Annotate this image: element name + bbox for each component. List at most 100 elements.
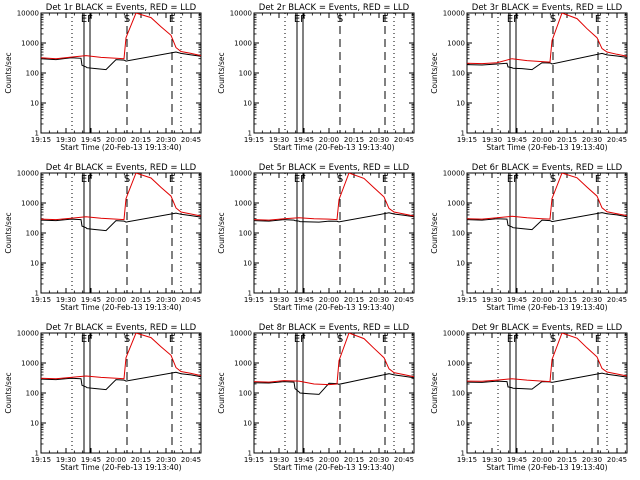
detector-panel: Det 4r BLACK = Events, RED = LLD 1 10 100 10… — [4, 163, 202, 312]
plot-frame — [466, 332, 628, 454]
plot-frame — [40, 12, 202, 134]
x-tick-label: 20:00 — [532, 296, 552, 304]
x-tick-label: 19:30 — [482, 296, 502, 304]
y-tick-label: 10 — [456, 260, 465, 268]
y-tick-label: 1000 — [447, 200, 465, 208]
x-axis-label: Start Time (20-Feb-13 19:13:40) — [273, 303, 394, 312]
x-tick-label: 20:45 — [607, 296, 627, 304]
y-tick-label: 1 — [248, 450, 252, 458]
x-tick-label: 20:15 — [131, 136, 151, 144]
x-tick-label: 19:30 — [482, 456, 502, 464]
x-tick-label: 19:30 — [269, 136, 289, 144]
x-tick-label: 20:00 — [106, 136, 126, 144]
x-tick-label: 19:15 — [31, 136, 51, 144]
plot-frame — [253, 172, 415, 294]
event-marker-label: S — [550, 174, 556, 185]
y-axis-label: Counts/sec — [4, 372, 13, 413]
x-axis-label: Start Time (20-Feb-13 19:13:40) — [273, 463, 394, 472]
event-marker-label: S — [337, 174, 343, 185]
detector-panel: Det 1r BLACK = Events, RED = LLD 1 10 100 10… — [4, 3, 202, 152]
event-marker-label: E — [595, 334, 601, 345]
event-marker-label: E — [81, 334, 87, 345]
x-tick-label: 20:30 — [156, 296, 176, 304]
x-tick-label: 20:00 — [319, 296, 339, 304]
y-tick-label: 1000 — [447, 40, 465, 48]
y-tick-label: 100 — [26, 70, 39, 78]
y-axis-label: Counts/sec — [430, 372, 439, 413]
y-tick-label: 1 — [248, 290, 252, 298]
y-axis-label: Counts/sec — [4, 52, 13, 93]
x-tick-label: 20:15 — [344, 136, 364, 144]
events-series-line — [254, 373, 414, 395]
x-axis-label: Start Time (20-Feb-13 19:13:40) — [486, 303, 607, 312]
x-tick-label: 19:30 — [269, 456, 289, 464]
y-tick-label: 1000 — [447, 360, 465, 368]
event-marker-label: E — [294, 334, 300, 345]
x-tick-label: 19:45 — [507, 456, 527, 464]
x-tick-label: 20:45 — [181, 296, 201, 304]
x-axis-label: Start Time (20-Feb-13 19:13:40) — [486, 463, 607, 472]
event-marker-label: F — [513, 334, 519, 345]
panel-title: Det 9r BLACK = Events, RED = LLD — [472, 323, 623, 333]
lld-series-line — [467, 173, 627, 220]
y-tick-label: 10000 — [17, 10, 39, 18]
y-axis-label: Counts/sec — [430, 52, 439, 93]
event-marker-label: E — [169, 334, 175, 345]
x-axis-label: Start Time (20-Feb-13 19:13:40) — [60, 303, 181, 312]
y-axis-label: Counts/sec — [430, 212, 439, 253]
lld-series-line — [41, 173, 201, 221]
y-tick-label: 10 — [456, 100, 465, 108]
x-tick-label: 19:45 — [81, 456, 101, 464]
detector-panel: Det 9r BLACK = Events, RED = LLD 1 10 100 10… — [430, 323, 628, 472]
events-series-line — [467, 212, 627, 231]
panel-title: Det 6r BLACK = Events, RED = LLD — [472, 163, 623, 173]
x-tick-label: 19:45 — [294, 456, 314, 464]
x-tick-label: 19:45 — [81, 296, 101, 304]
x-tick-label: 20:15 — [131, 296, 151, 304]
x-tick-label: 19:15 — [31, 296, 51, 304]
lld-series-line — [254, 173, 414, 221]
x-tick-label: 20:15 — [557, 296, 577, 304]
x-tick-label: 20:45 — [394, 136, 414, 144]
event-marker-label: E — [294, 14, 300, 25]
plot-frame — [253, 12, 415, 134]
event-marker-label: F — [513, 14, 519, 25]
event-marker-label: E — [169, 174, 175, 185]
x-tick-label: 19:30 — [56, 136, 76, 144]
y-tick-label: 10 — [243, 420, 252, 428]
event-marker-label: E — [81, 14, 87, 25]
event-marker-label: E — [507, 174, 513, 185]
x-tick-label: 20:30 — [582, 296, 602, 304]
x-tick-label: 19:30 — [269, 296, 289, 304]
event-marker-label: E — [169, 14, 175, 25]
event-marker-label: E — [382, 174, 388, 185]
event-marker-label: S — [124, 14, 130, 25]
events-series-line — [254, 212, 414, 223]
events-series-line — [467, 52, 627, 71]
event-marker-label: E — [595, 14, 601, 25]
y-tick-label: 10000 — [230, 170, 252, 178]
detector-panel: Det 7r BLACK = Events, RED = LLD 1 10 100 10… — [4, 323, 202, 472]
x-tick-label: 20:30 — [369, 296, 389, 304]
y-tick-label: 10 — [30, 260, 39, 268]
x-axis-label: Start Time (20-Feb-13 19:13:40) — [60, 143, 181, 152]
event-marker-label: E — [382, 14, 388, 25]
y-tick-label: 10000 — [443, 330, 465, 338]
y-axis-label: Counts/sec — [217, 372, 226, 413]
x-tick-label: 20:15 — [131, 456, 151, 464]
x-tick-label: 20:00 — [319, 456, 339, 464]
y-tick-label: 100 — [26, 390, 39, 398]
event-marker-label: F — [513, 174, 519, 185]
event-marker-label: E — [507, 14, 513, 25]
x-tick-label: 20:30 — [156, 136, 176, 144]
y-tick-label: 100 — [452, 390, 465, 398]
y-tick-label: 100 — [452, 230, 465, 238]
x-tick-label: 20:15 — [344, 456, 364, 464]
y-tick-label: 1 — [35, 130, 39, 138]
panel-title: Det 5r BLACK = Events, RED = LLD — [259, 163, 410, 173]
x-tick-label: 19:45 — [81, 136, 101, 144]
x-tick-label: 19:30 — [56, 456, 76, 464]
x-tick-label: 19:30 — [56, 296, 76, 304]
y-tick-label: 10 — [30, 420, 39, 428]
